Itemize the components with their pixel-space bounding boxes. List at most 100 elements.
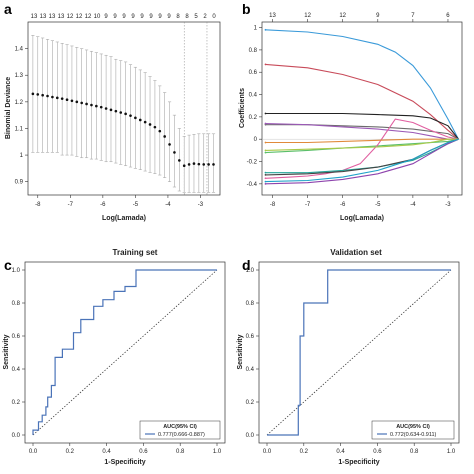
panel-a-data-point — [85, 102, 88, 106]
panel-a-y-tick-label: 1.3 — [15, 73, 24, 79]
panel-c-x-tick-label: 1.0 — [213, 449, 222, 455]
panel-a-top-count: 13 — [31, 14, 38, 20]
panel-b-coefficient-path — [265, 123, 459, 140]
panel-a-data-point — [197, 162, 201, 166]
panel-b-path-start-marker — [264, 149, 267, 152]
panel-b-y-tick-label: 0.2 — [249, 115, 258, 121]
panel-c-title: Training set — [113, 248, 158, 257]
panel-a-x-axis-label: Log(Lamada) — [102, 215, 146, 222]
panel-b-coefficient-path — [265, 138, 459, 154]
panel-a-data-point — [90, 103, 93, 107]
panel-a-data-point — [114, 109, 118, 113]
panel-d-roc-validation: d Validation set 0.0 0.2 0.4 0.6 0.8 1.0 0.0 0… — [237, 248, 460, 466]
panel-d-legend-entry: 0.772(0.634-0.911) — [390, 432, 437, 438]
panel-a-data-point — [187, 163, 191, 166]
panel-a-top-count: 9 — [140, 14, 144, 20]
panel-d-y-axis-label: Sensitivity — [237, 334, 244, 369]
panel-a-data-point — [134, 116, 137, 120]
panel-b-x-tick-label: -3 — [445, 202, 451, 208]
panel-a-top-count: 9 — [122, 14, 126, 20]
panel-b-x-tick-label: -4 — [410, 202, 416, 208]
panel-b-coefficient-path — [265, 138, 459, 183]
panel-a-data-point — [182, 164, 186, 168]
panel-b-path-start-marker — [264, 182, 267, 185]
panel-b-coefficient-path — [265, 118, 459, 179]
panel-b-frame — [261, 21, 463, 196]
panel-a-y-axis-label: Binomial Deviance — [5, 77, 12, 139]
panel-a-data-point — [119, 111, 123, 114]
panel-a-data-point — [129, 114, 132, 117]
panel-b-y-axis-label: Coefficients — [239, 88, 246, 128]
panel-a-data-point — [138, 118, 142, 122]
panel-d-x-tick-label: 0.8 — [410, 449, 419, 455]
panel-c-y-tick-label: 0.4 — [12, 367, 21, 373]
panel-c-legend-box — [139, 420, 221, 440]
panel-a-x-tick-label: -3 — [198, 202, 204, 208]
panel-a-data-point — [163, 135, 166, 138]
panel-a-data-point — [70, 99, 74, 103]
panel-a-data-point — [173, 151, 176, 154]
panel-a-data-point — [207, 163, 210, 166]
panel-b-top-count: 9 — [376, 13, 380, 19]
panel-d-y-tick-label: 0.8 — [246, 301, 255, 307]
panel-a-data-point — [212, 163, 215, 166]
panel-a-data-point — [31, 92, 35, 96]
panel-b-path-start-marker — [264, 171, 267, 174]
panel-a-data-point — [158, 129, 162, 133]
panel-d-y-tick-label: 0.4 — [246, 367, 255, 373]
panel-d-x-tick-label: 0.2 — [300, 449, 309, 455]
panel-d-x-tick-label: 0.4 — [336, 449, 345, 455]
panel-b-path-start-marker — [264, 112, 267, 115]
panel-d-y-tick-label: 0.2 — [246, 400, 255, 406]
panel-a-top-count: 10 — [94, 14, 101, 20]
panel-a-x-tick-label: -5 — [133, 202, 139, 208]
panel-a-top-count: 12 — [67, 14, 74, 20]
panel-a-frame — [27, 21, 221, 196]
panel-b-coefficient-path — [265, 138, 459, 176]
panel-c-legend: AUC(95% CI) 0.777(0.666-0.887) — [139, 420, 221, 440]
panel-b-path-start-marker — [264, 177, 267, 180]
panel-c-label: c — [4, 257, 12, 273]
panel-c-y-tick-label: 0.6 — [12, 334, 21, 340]
panel-b-y-tick-label: -0.4 — [247, 182, 258, 188]
panel-c-legend-title: AUC(95% CI) — [163, 424, 197, 430]
panel-b-path-start-marker — [264, 63, 267, 66]
panel-d-legend-box — [371, 420, 455, 440]
panel-a-data-point — [109, 108, 113, 112]
panel-c-x-tick-label: 0.0 — [29, 449, 38, 455]
panel-d-legend-title: AUC(95% CI) — [396, 424, 430, 430]
panel-b-path-start-marker — [264, 28, 267, 31]
panel-a-data-point — [65, 98, 69, 102]
panel-a-top-count: 9 — [158, 14, 162, 20]
panel-d-reference-diagonal — [266, 269, 452, 436]
panel-d-roc-curve — [267, 269, 451, 436]
panel-a-data-point — [75, 100, 79, 104]
panel-a-top-count: 8 — [185, 14, 189, 20]
panel-a-data-point — [46, 94, 49, 98]
panel-a-top-count: 9 — [167, 14, 171, 20]
panel-b-label: b — [242, 1, 251, 17]
panel-a-y-tick-label: 0.9 — [15, 180, 24, 186]
panel-a-data-point — [202, 163, 206, 166]
panel-c-y-tick-label: 0.0 — [12, 433, 21, 439]
panel-c-roc-training: c Training set 0.0 0.2 0.4 0.6 0.8 1.0 0.0 0.2… — [3, 248, 226, 466]
panel-c-roc-curve — [32, 269, 217, 435]
panel-a-data-point — [60, 97, 64, 100]
panel-c-x-tick-label: 0.6 — [139, 449, 148, 455]
panel-b-path-start-marker — [264, 141, 267, 144]
panel-a-top-count: 13 — [40, 14, 47, 20]
panel-a-data-point — [124, 112, 127, 116]
panel-c-x-tick-label: 0.8 — [176, 449, 185, 455]
panel-a-data-point — [36, 93, 40, 96]
panel-c-y-tick-label: 1.0 — [12, 268, 21, 274]
panel-d-x-tick-label: 1.0 — [447, 449, 456, 455]
panel-a-data-point — [41, 93, 44, 97]
panel-b-coefficient-path — [265, 112, 459, 140]
panel-b-path-start-marker — [264, 174, 267, 176]
panel-a-data-point — [104, 107, 108, 110]
panel-a-top-count: 0 — [212, 14, 216, 20]
panel-b-x-tick-label: -6 — [340, 202, 346, 208]
panel-a-top-count: 12 — [76, 14, 83, 20]
panel-a-data-point — [99, 105, 103, 109]
panel-a-deviance-plot: a -8 -7 -6 -5 -4 -3 0.911.11.21.31.4 13 13 13 13… — [4, 1, 221, 222]
